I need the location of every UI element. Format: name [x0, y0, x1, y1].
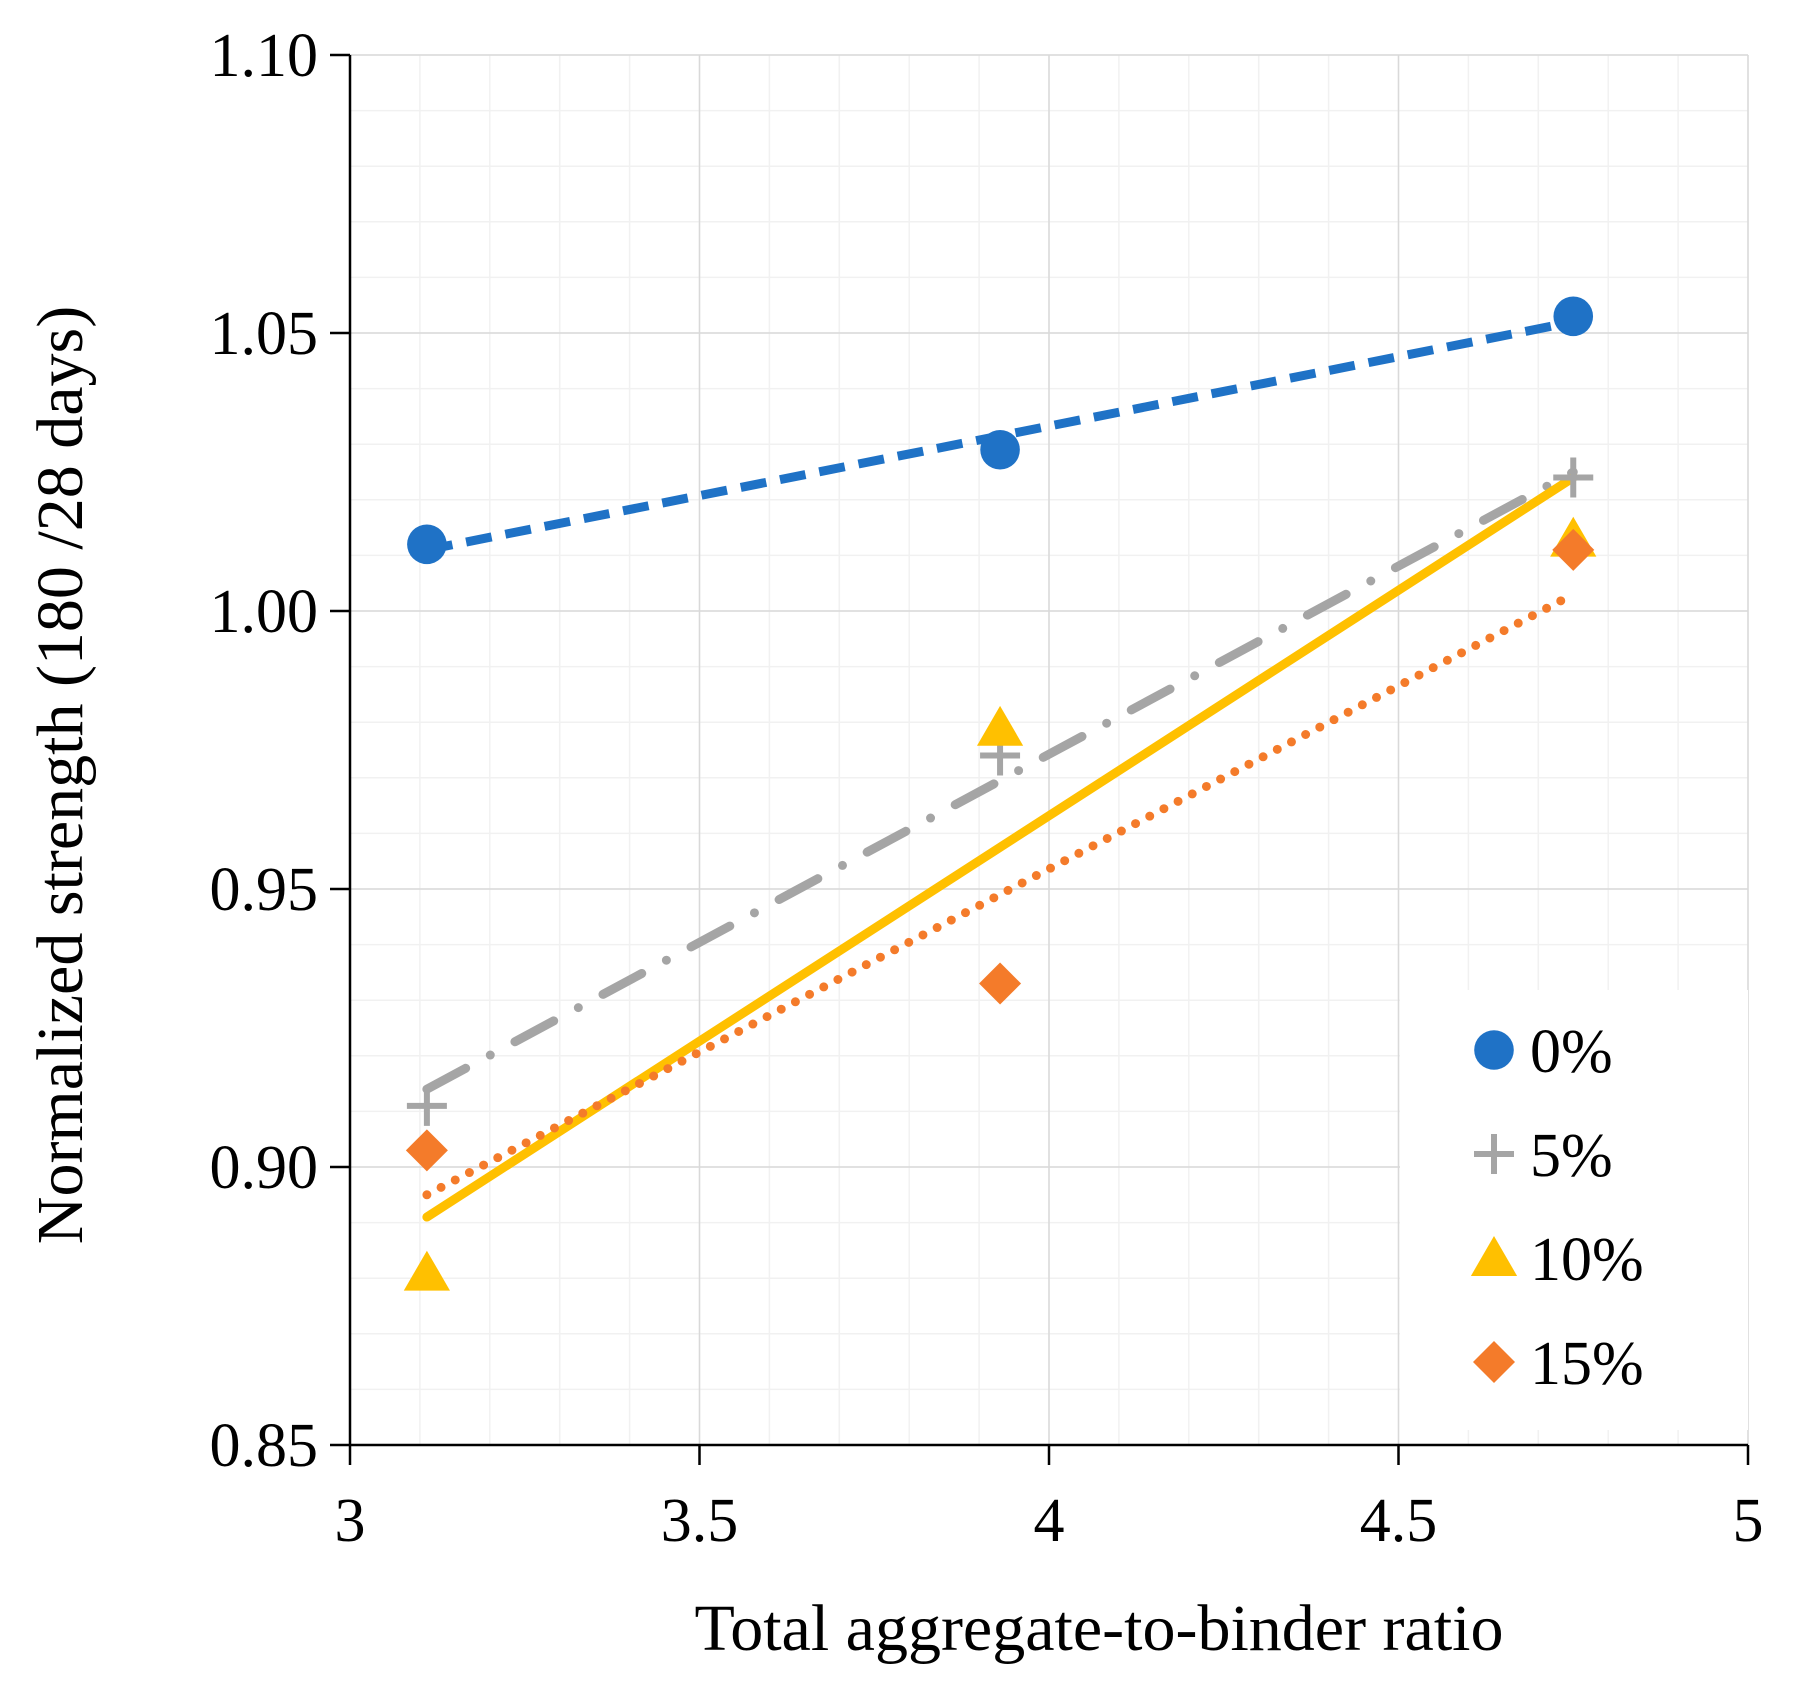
- y-tick-label: 0.85: [210, 1412, 319, 1480]
- marker-0pct: [407, 524, 447, 565]
- marker-15pct: [405, 1129, 448, 1172]
- axes: [330, 53, 1750, 1465]
- x-tick-label: 5: [1733, 1487, 1764, 1555]
- marker-10pct: [403, 1250, 450, 1291]
- legend-label: 0%: [1530, 1018, 1613, 1086]
- legend-label: 15%: [1530, 1330, 1644, 1398]
- legend-marker-15pct: [1473, 1341, 1515, 1383]
- legend: 0% 5% 10% 15%: [1400, 990, 1748, 1430]
- x-tick-label: 4.5: [1360, 1487, 1438, 1555]
- x-tick-label: 3.5: [661, 1487, 739, 1555]
- x-axis-title: Total aggregate-to-binder ratio: [694, 1592, 1503, 1665]
- trendline-10pct: [422, 473, 1578, 1222]
- y-axis-title: Normalized strength (180 /28 days): [24, 306, 97, 1244]
- trendline-5pct: [422, 467, 1578, 1094]
- legend-marker-0pct: [1474, 1030, 1514, 1070]
- legend-label: 10%: [1530, 1226, 1644, 1294]
- marker-10pct: [976, 705, 1024, 746]
- y-tick-label: 1.05: [210, 300, 319, 368]
- legend-label: 5%: [1530, 1122, 1613, 1190]
- y-tick-label: 1.10: [210, 22, 319, 90]
- legend-marker-10pct: [1470, 1236, 1518, 1276]
- marker-15pct: [1552, 528, 1595, 571]
- y-tick-label: 0.95: [210, 856, 319, 924]
- marker-5pct: [406, 1085, 447, 1126]
- y-tick-label: 1.00: [210, 578, 319, 646]
- y-tick-label: 0.90: [210, 1134, 319, 1202]
- data-markers: [403, 296, 1597, 1291]
- x-tick-label: 4: [1034, 1487, 1065, 1555]
- marker-15pct: [979, 962, 1022, 1005]
- marker-5pct: [1553, 457, 1594, 498]
- legend-background: [1400, 990, 1748, 1430]
- marker-0pct: [1553, 296, 1594, 337]
- legend-marker-5pct: [1474, 1134, 1514, 1174]
- tick-labels: 0.85 0.90 0.95 1.00 1.05 1.10 3 3.5 4 4.5 5: [210, 22, 1764, 1555]
- marker-0pct: [980, 429, 1020, 470]
- x-tick-label: 3: [335, 1487, 366, 1555]
